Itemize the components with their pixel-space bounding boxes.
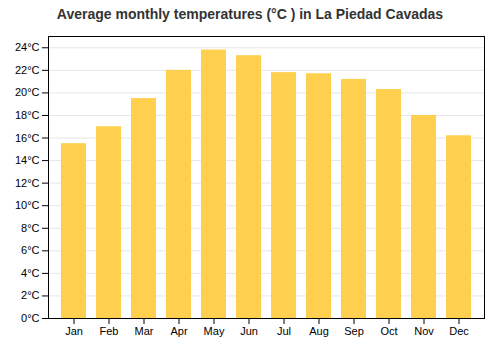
svg-text:20°C: 20°C <box>15 86 40 98</box>
svg-text:May: May <box>204 325 225 337</box>
svg-text:Oct: Oct <box>380 325 397 337</box>
svg-text:10°C: 10°C <box>15 199 40 211</box>
svg-text:14°C: 14°C <box>15 154 40 166</box>
svg-text:Aug: Aug <box>309 325 329 337</box>
svg-text:Nov: Nov <box>414 325 434 337</box>
html-text:Average monthly temperatures (: Average monthly temperatures (°C ) in La… <box>56 6 444 22</box>
svg-text:16°C: 16°C <box>15 132 40 144</box>
svg-text:Mar: Mar <box>135 325 154 337</box>
svg-text:2°C: 2°C <box>21 289 40 301</box>
svg-text:4°C: 4°C <box>21 267 40 279</box>
svg-text:12°C: 12°C <box>15 177 40 189</box>
svg-text:Jul: Jul <box>277 325 291 337</box>
svg-text:Sep: Sep <box>344 325 364 337</box>
svg-text:18°C: 18°C <box>15 109 40 121</box>
svg-text:Jun: Jun <box>240 325 258 337</box>
svg-text:0°C: 0°C <box>21 312 40 324</box>
svg-text:Apr: Apr <box>170 325 187 337</box>
svg-text:6°C: 6°C <box>21 244 40 256</box>
svg-text:24°C: 24°C <box>15 41 40 53</box>
svg-text:Jan: Jan <box>65 325 83 337</box>
svg-text:Dec: Dec <box>449 325 469 337</box>
svg-text:8°C: 8°C <box>21 222 40 234</box>
svg-text:22°C: 22°C <box>15 64 40 76</box>
svg-text:Feb: Feb <box>100 325 119 337</box>
